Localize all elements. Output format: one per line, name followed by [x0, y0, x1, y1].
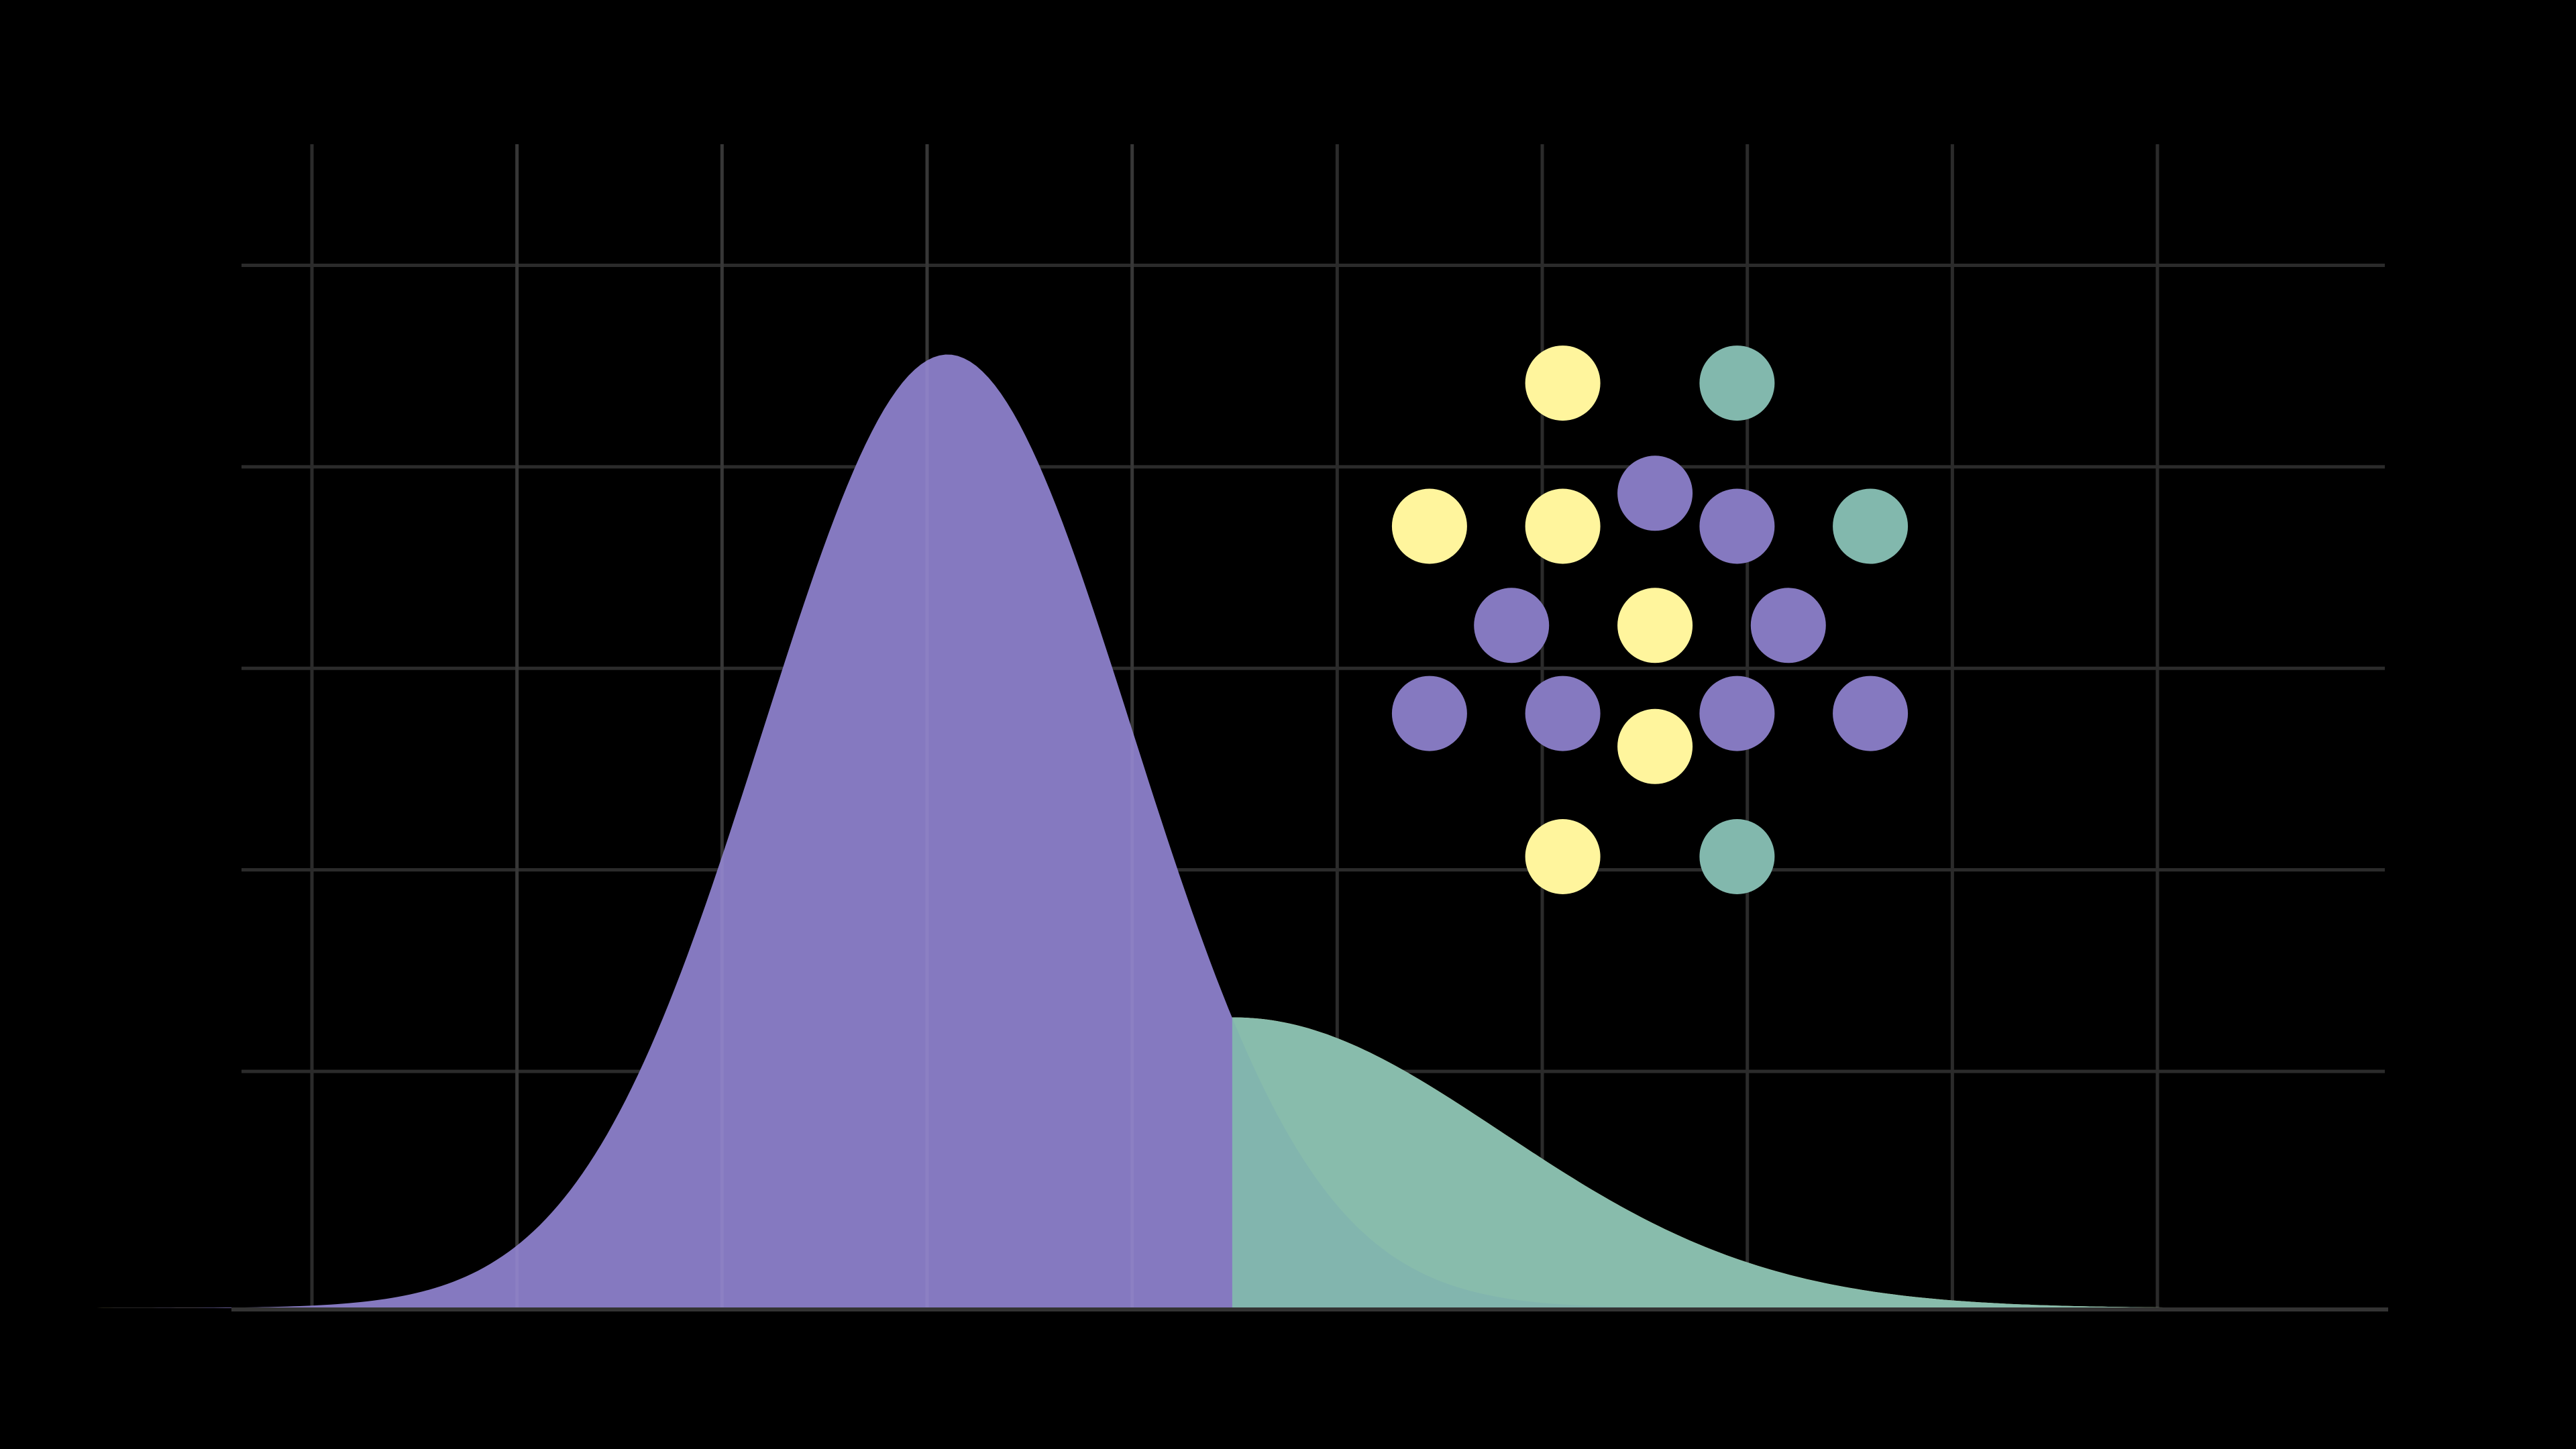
dot-purple — [1391, 676, 1467, 751]
dot-yellow — [1617, 708, 1693, 784]
dot-cluster — [1391, 345, 1909, 894]
dot-yellow — [1617, 588, 1693, 663]
dot-purple — [1699, 676, 1775, 751]
dot-yellow — [1525, 819, 1601, 894]
dot-purple — [1833, 676, 1909, 751]
dot-teal — [1833, 488, 1909, 564]
dot-yellow — [1525, 488, 1601, 564]
dot-purple — [1474, 588, 1550, 663]
grid — [241, 144, 2385, 1311]
dot-teal — [1699, 345, 1775, 421]
dot-purple — [1750, 588, 1826, 663]
dot-yellow — [1391, 488, 1467, 564]
dot-yellow — [1525, 345, 1601, 421]
series-purple-area — [66, 354, 2527, 1308]
dot-purple — [1617, 455, 1693, 531]
dot-teal — [1699, 819, 1775, 894]
dot-purple — [1525, 676, 1601, 751]
series-teal-area — [1232, 1017, 2527, 1308]
dot-purple — [1699, 488, 1775, 564]
distribution-curves — [66, 144, 2527, 1308]
